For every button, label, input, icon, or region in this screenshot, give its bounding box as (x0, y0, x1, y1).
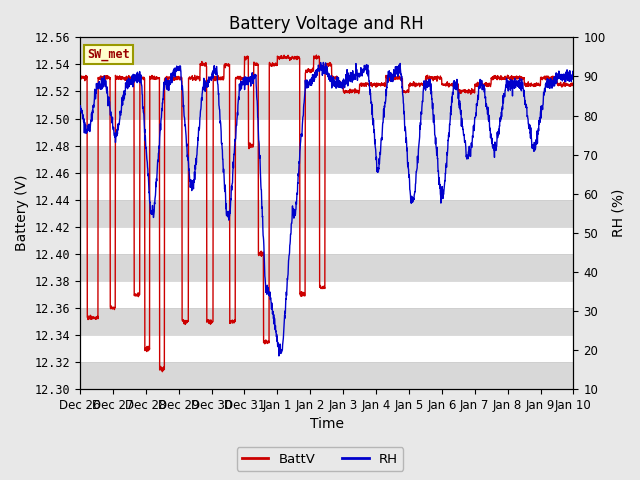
X-axis label: Time: Time (310, 418, 344, 432)
Bar (80, 362, 573, 389)
Bar (80, 200, 573, 227)
Bar (80, 308, 573, 335)
Title: Battery Voltage and RH: Battery Voltage and RH (229, 15, 424, 33)
Y-axis label: Battery (V): Battery (V) (15, 175, 29, 252)
Bar (80, 145, 573, 173)
Bar (80, 37, 573, 64)
Bar (80, 254, 573, 281)
Y-axis label: RH (%): RH (%) (611, 189, 625, 238)
Bar (80, 92, 573, 119)
Text: SW_met: SW_met (87, 48, 130, 61)
Legend: BattV, RH: BattV, RH (237, 447, 403, 471)
